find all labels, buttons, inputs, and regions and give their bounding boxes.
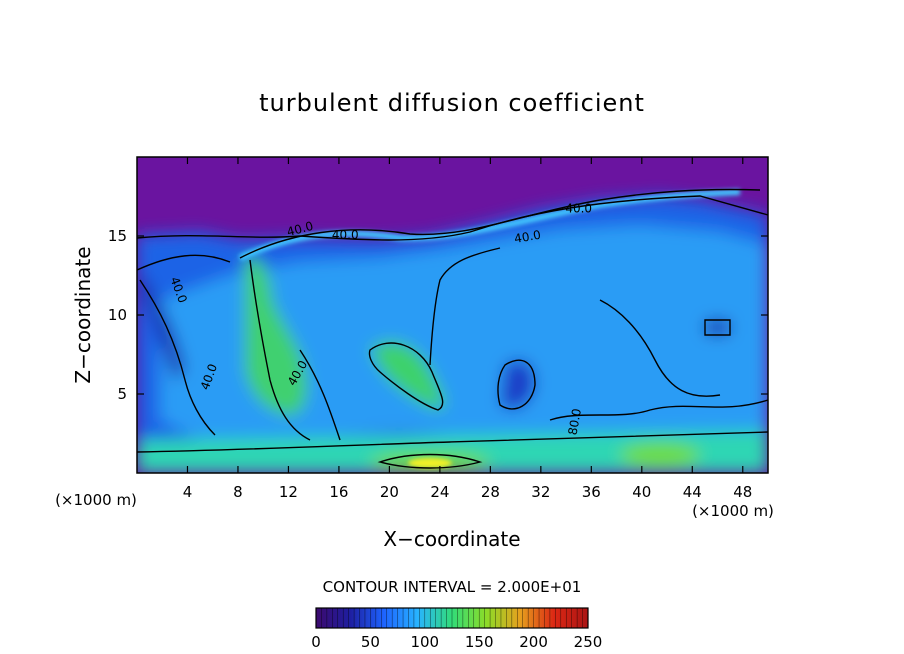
contour-label: 40.0 [285,219,314,239]
x-tick-label: 32 [531,483,550,501]
colorbar [315,607,589,629]
x-tick-label: 20 [380,483,399,501]
y-axis-ticks: 5 10 15 [108,227,768,403]
field-dark-band-right [705,320,730,335]
contour-label: 40.0 [513,228,542,246]
plot-area: 40.040.040.0 40.040.040.040.080.0 [137,157,768,473]
x-axis-label: X−coordinate [383,527,520,551]
x-unit-label-left: (×1000 m) [55,491,137,509]
y-tick-label: 5 [117,385,127,403]
field-green-vortex-center [370,341,445,410]
colorbar-tick-label: 150 [465,633,494,651]
y-tick-label: 10 [108,306,127,324]
colorbar-tick-label: 100 [410,633,439,651]
colorbar-tick-label: 50 [361,633,380,651]
y-axis-label: Z−coordinate [71,246,95,383]
x-tick-label: 36 [582,483,601,501]
x-tick-label: 48 [733,483,752,501]
x-tick-label: 4 [183,483,193,501]
x-tick-label: 24 [430,483,449,501]
field-green-bottom-band [137,430,768,473]
x-tick-label: 8 [233,483,243,501]
field-green-bottom-right [620,443,700,467]
colorbar-tick-label: 250 [574,633,603,651]
contour-interval-text: CONTOUR INTERVAL = 2.000E+01 [323,578,582,596]
field-green-vortex-left [245,256,308,416]
x-axis-ticks: 4 8 12 16 20 24 28 32 36 40 44 48 [183,157,752,501]
x-tick-label: 12 [279,483,298,501]
x-tick-label: 16 [329,483,348,501]
contour-labels: 40.040.040.0 40.040.040.040.080.0 [167,201,592,436]
colorbar-ticks: 0 50 100 150 200 250 [311,633,602,651]
field-yellow-core [408,458,452,468]
colorbar-tick-label: 0 [311,633,321,651]
contour-lines [137,188,768,469]
colorbar-tick-label: 200 [519,633,548,651]
contour-label: 40.0 [565,201,592,215]
field-lightblue-region [160,225,768,445]
field-dark-blob [500,360,535,409]
contour-label: 80.0 [566,407,584,436]
x-tick-label: 40 [632,483,651,501]
x-unit-label-right: (×1000 m) [692,502,774,520]
x-tick-label: 44 [683,483,702,501]
y-tick-label: 15 [108,227,127,245]
x-tick-label: 28 [481,483,500,501]
chart-title: turbulent diffusion coefficient [259,89,645,117]
contour-label: 40.0 [332,228,359,242]
